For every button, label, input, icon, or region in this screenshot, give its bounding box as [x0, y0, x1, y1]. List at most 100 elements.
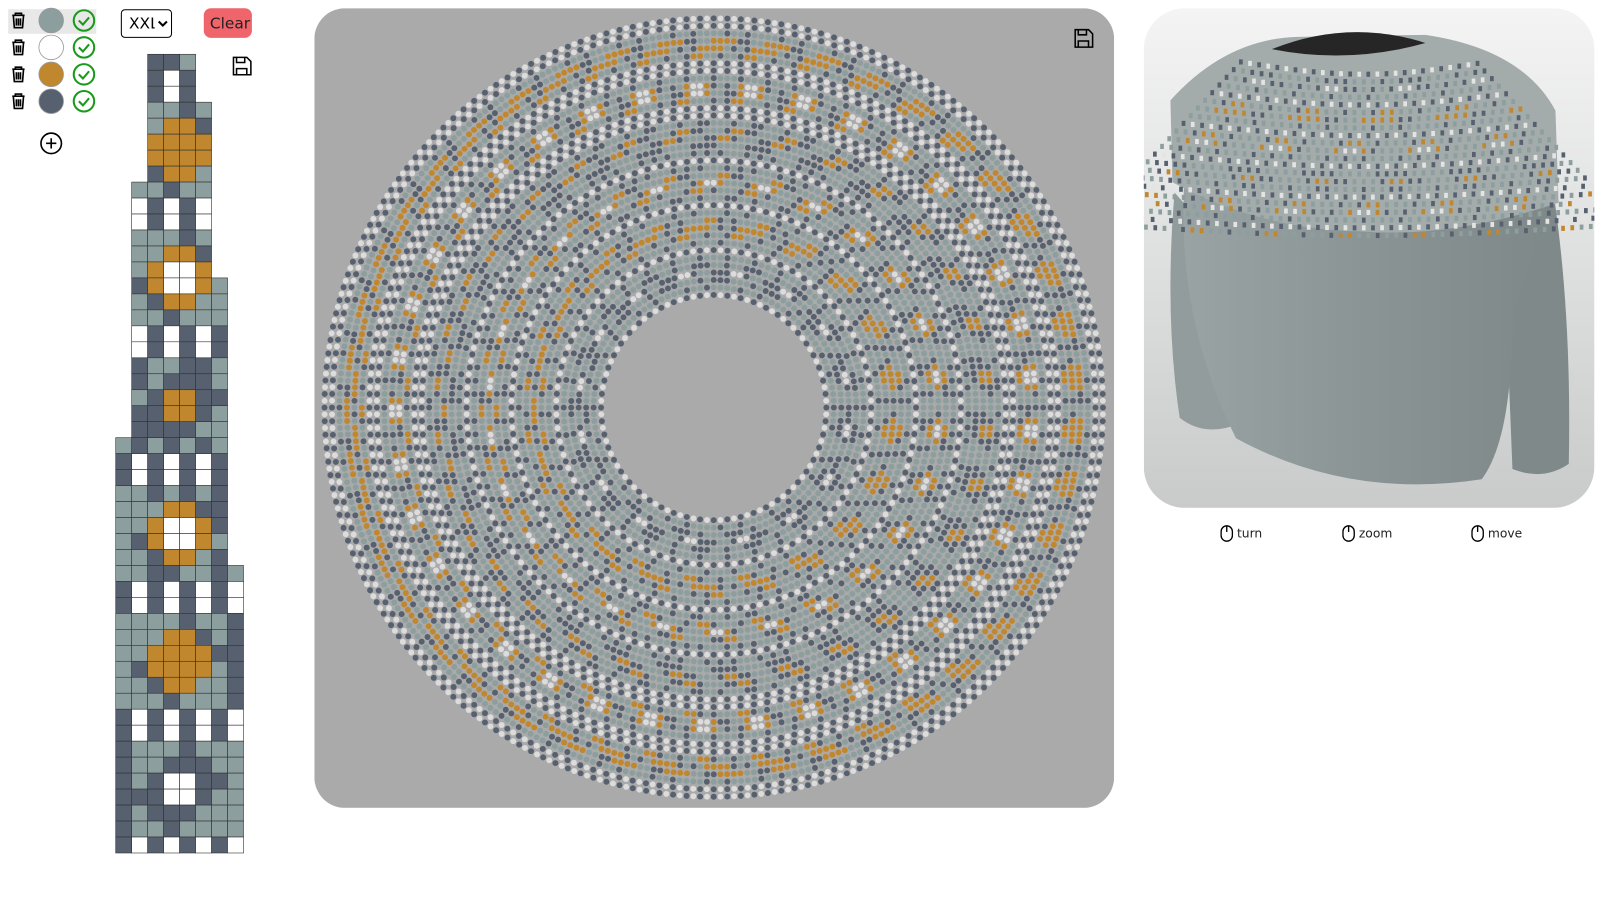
check-icon[interactable]: [72, 9, 96, 32]
chart-cell[interactable]: [131, 581, 148, 598]
chart-cell[interactable]: [211, 293, 228, 311]
chart-cell[interactable]: [131, 597, 148, 614]
chart-cell[interactable]: [163, 597, 180, 614]
chart-cell[interactable]: [195, 165, 212, 183]
chart-cell[interactable]: [195, 724, 212, 742]
chart-cell[interactable]: [163, 261, 180, 279]
chart-cell[interactable]: [147, 117, 164, 135]
chart-cell[interactable]: [179, 389, 196, 407]
chart-cell[interactable]: [227, 613, 244, 630]
chart-cell[interactable]: [115, 469, 132, 486]
chart-cell[interactable]: [115, 756, 132, 774]
chart-cell[interactable]: [227, 804, 244, 822]
chart-cell[interactable]: [115, 740, 132, 758]
chart-cell[interactable]: [131, 453, 148, 470]
chart-cell[interactable]: [211, 437, 228, 454]
chart-cell[interactable]: [131, 613, 148, 630]
chart-cell[interactable]: [131, 389, 148, 407]
chart-cell[interactable]: [147, 581, 164, 598]
chart-cell[interactable]: [195, 101, 212, 119]
chart-cell[interactable]: [179, 836, 196, 854]
chart-cell[interactable]: [195, 373, 212, 391]
chart-cell[interactable]: [195, 517, 212, 534]
chart-cell[interactable]: [147, 69, 164, 87]
chart-cell[interactable]: [163, 133, 180, 151]
chart-cell[interactable]: [131, 309, 148, 327]
chart-cell[interactable]: [115, 804, 132, 822]
save-icon[interactable]: [232, 56, 252, 76]
chart-cell[interactable]: [147, 197, 164, 215]
chart-cell[interactable]: [179, 820, 196, 838]
chart-cell[interactable]: [211, 485, 228, 502]
chart-cell[interactable]: [179, 485, 196, 502]
chart-cell[interactable]: [179, 197, 196, 215]
chart-cell[interactable]: [147, 724, 164, 742]
chart-cell[interactable]: [131, 469, 148, 486]
chart-cell[interactable]: [163, 820, 180, 838]
chart-cell[interactable]: [147, 772, 164, 790]
chart-cell[interactable]: [211, 804, 228, 822]
chart-cell[interactable]: [147, 341, 164, 359]
chart-cell[interactable]: [227, 740, 244, 758]
chart-cell[interactable]: [195, 133, 212, 151]
chart-cell[interactable]: [195, 389, 212, 407]
chart-cell[interactable]: [115, 613, 132, 630]
chart-cell[interactable]: [195, 357, 212, 375]
chart-cell[interactable]: [147, 565, 164, 582]
chart-cell[interactable]: [147, 229, 164, 247]
add-color-button[interactable]: [40, 132, 63, 155]
chart-cell[interactable]: [195, 501, 212, 518]
chart-cell[interactable]: [163, 692, 180, 710]
chart-cell[interactable]: [211, 613, 228, 630]
chart-cell[interactable]: [147, 501, 164, 518]
chart-cell[interactable]: [115, 501, 132, 518]
chart-cell[interactable]: [115, 565, 132, 582]
chart-cell[interactable]: [147, 517, 164, 534]
chart-cell[interactable]: [179, 181, 196, 199]
chart-cell[interactable]: [195, 660, 212, 678]
chart-cell[interactable]: [131, 341, 148, 359]
chart-cell[interactable]: [195, 213, 212, 231]
chart-cell[interactable]: [179, 229, 196, 247]
chart-cell[interactable]: [195, 676, 212, 694]
chart-cell[interactable]: [227, 772, 244, 790]
chart-cell[interactable]: [195, 740, 212, 758]
chart-cell[interactable]: [163, 645, 180, 662]
trash-icon[interactable]: [12, 12, 25, 29]
chart-cell[interactable]: [115, 660, 132, 678]
chart-cell[interactable]: [131, 549, 148, 566]
chart-cell[interactable]: [195, 229, 212, 247]
chart-cell[interactable]: [195, 405, 212, 422]
chart-cell[interactable]: [211, 277, 228, 295]
chart-cell[interactable]: [131, 660, 148, 678]
chart-cell[interactable]: [147, 676, 164, 694]
chart-cell[interactable]: [179, 740, 196, 758]
chart-cell[interactable]: [131, 804, 148, 822]
chart-cell[interactable]: [179, 724, 196, 742]
chart-cell[interactable]: [211, 341, 228, 359]
chart-cell[interactable]: [211, 389, 228, 407]
chart-cell[interactable]: [131, 676, 148, 694]
chart-cell[interactable]: [147, 101, 164, 119]
chart-cell[interactable]: [163, 229, 180, 247]
chart-cell[interactable]: [195, 804, 212, 822]
chart-cell[interactable]: [195, 437, 212, 454]
chart-cell[interactable]: [163, 565, 180, 582]
chart-cell[interactable]: [147, 645, 164, 662]
chart-cell[interactable]: [163, 85, 180, 103]
chart-cell[interactable]: [131, 437, 148, 454]
chart-cell[interactable]: [131, 724, 148, 742]
check-icon[interactable]: [72, 90, 96, 113]
chart-cell[interactable]: [195, 581, 212, 598]
chart-cell[interactable]: [179, 549, 196, 566]
chart-cell[interactable]: [195, 756, 212, 774]
chart-cell[interactable]: [131, 517, 148, 534]
chart-cell[interactable]: [195, 469, 212, 486]
chart-cell[interactable]: [227, 597, 244, 614]
chart-cell[interactable]: [147, 740, 164, 758]
chart-cell[interactable]: [163, 293, 180, 311]
chart-cell[interactable]: [115, 708, 132, 726]
chart-cell[interactable]: [195, 117, 212, 135]
chart-cell[interactable]: [211, 772, 228, 790]
chart-cell[interactable]: [179, 597, 196, 614]
